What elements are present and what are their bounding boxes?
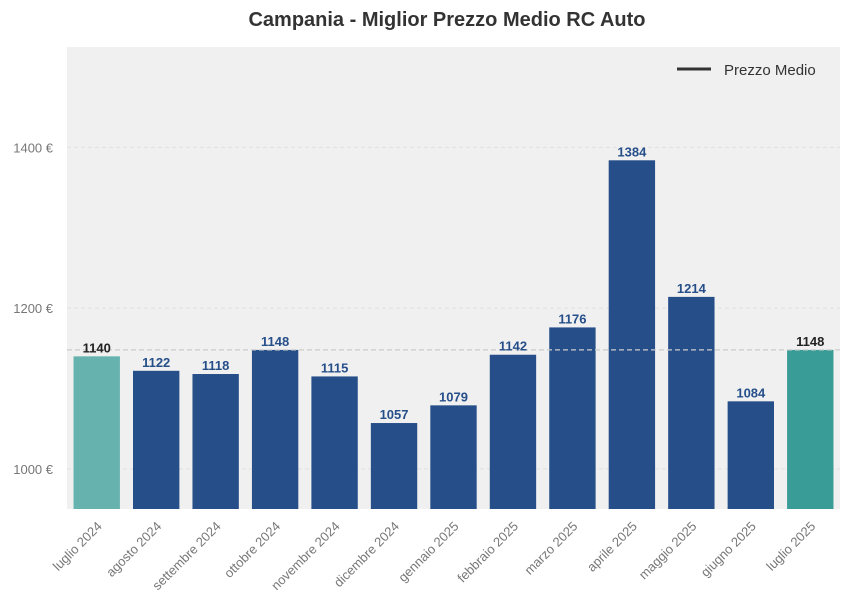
data-label: 1142 xyxy=(499,339,527,354)
bar xyxy=(549,327,596,509)
bar xyxy=(251,349,299,509)
data-label: 1079 xyxy=(439,389,468,404)
data-labels: 1140 1122 1118 1148 1115 1057 1079 1142 1176 1384… xyxy=(83,144,825,422)
bar xyxy=(192,374,239,509)
bar xyxy=(727,401,774,509)
bar xyxy=(133,370,180,509)
bar xyxy=(370,423,418,509)
bar xyxy=(311,376,358,509)
data-label: 1384 xyxy=(617,144,647,159)
x-tick-label: agosto 2024 xyxy=(103,519,164,580)
bar xyxy=(430,405,477,509)
data-label: 1176 xyxy=(558,311,586,326)
data-label: 1115 xyxy=(321,360,349,375)
data-label: 1214 xyxy=(677,281,707,296)
bars xyxy=(73,160,834,509)
x-tick-label: luglio 2024 xyxy=(50,519,105,574)
data-label: 1057 xyxy=(380,407,409,422)
x-tick-label: marzo 2025 xyxy=(521,519,580,578)
bar xyxy=(787,349,834,509)
bar xyxy=(489,354,537,509)
y-tick-label: 1400 € xyxy=(13,140,54,155)
bar xyxy=(73,356,120,509)
x-tick-label: febbraio 2025 xyxy=(454,519,521,586)
x-tick-label: luglio 2025 xyxy=(763,519,818,574)
bar xyxy=(668,296,715,509)
y-axis: 1000 € 1200 € 1400 € xyxy=(13,140,54,476)
data-label: 1148 xyxy=(796,334,824,349)
x-tick-label: aprile 2025 xyxy=(584,519,640,575)
x-tick-label: giugno 2025 xyxy=(698,519,759,580)
y-tick-label: 1200 € xyxy=(13,301,54,316)
legend: Prezzo Medio xyxy=(664,54,836,84)
x-tick-label: maggio 2025 xyxy=(636,519,700,583)
legend-label: Prezzo Medio xyxy=(724,62,816,79)
data-label: 1122 xyxy=(142,355,170,370)
x-tick-label: gennaio 2025 xyxy=(395,519,461,585)
x-tick-label: ottobre 2024 xyxy=(221,519,283,581)
y-tick-label: 1000 € xyxy=(13,462,54,477)
data-label: 1148 xyxy=(261,334,289,349)
chart-title: Campania - Miglior Prezzo Medio RC Auto xyxy=(248,9,645,31)
data-label: 1084 xyxy=(736,385,766,400)
bar xyxy=(608,160,656,509)
data-label: 1140 xyxy=(83,340,111,355)
data-label: 1118 xyxy=(202,358,230,373)
